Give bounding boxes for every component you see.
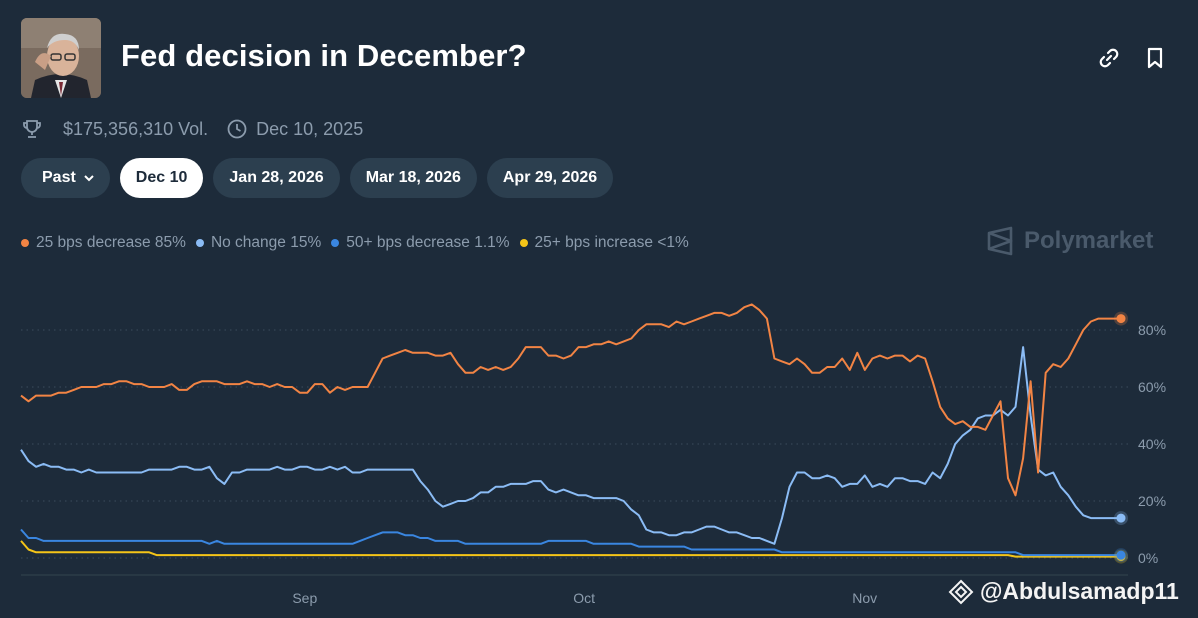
y-tick-label: 80% — [1138, 322, 1166, 338]
watermark-text: @Abdulsamadp11 — [980, 578, 1179, 605]
series-line — [21, 541, 1121, 557]
series-line — [21, 347, 1121, 544]
chart-end-dots — [1114, 312, 1128, 564]
y-tick-label: 60% — [1138, 379, 1166, 395]
y-tick-label: 20% — [1138, 493, 1166, 509]
probability-chart: 80% 60% 40% 20% 0% Sep Oct Nov — [0, 0, 1198, 618]
x-tick-label: Oct — [573, 590, 595, 606]
chart-lines — [21, 304, 1121, 556]
chart-grid — [21, 330, 1128, 558]
series-end-dot — [1117, 314, 1126, 323]
diamond-logo-icon — [948, 579, 974, 605]
watermark: @Abdulsamadp11 — [948, 578, 1179, 605]
series-end-dot — [1117, 551, 1126, 560]
x-tick-label: Nov — [852, 590, 877, 606]
series-line — [21, 530, 1121, 556]
y-tick-label: 40% — [1138, 436, 1166, 452]
x-tick-label: Sep — [292, 590, 317, 606]
series-end-dot — [1117, 514, 1126, 523]
y-axis-ticks: 80% 60% 40% 20% 0% — [1138, 322, 1166, 566]
y-tick-label: 0% — [1138, 550, 1158, 566]
